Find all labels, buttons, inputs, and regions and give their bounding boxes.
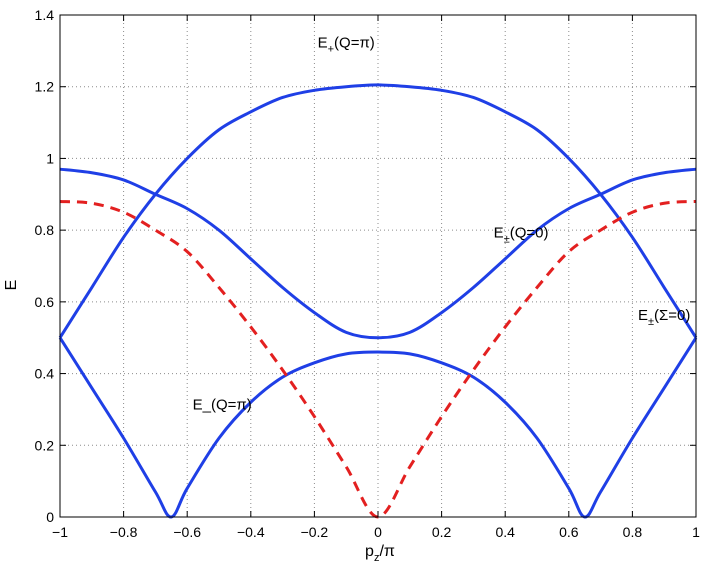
annotation-tail: _(Q=π) <box>202 396 252 413</box>
annotation-main: E <box>193 396 203 413</box>
series-annotation: E_(Q=π) <box>193 396 252 413</box>
y-tick-label: 0.8 <box>35 222 55 238</box>
y-tick-label: 1 <box>46 150 54 166</box>
x-tick-label: −0.8 <box>110 524 138 540</box>
annotation-sub: + <box>328 43 334 55</box>
axis-ticks: −1 −0.8 −0.6 −0.4 −0.2 0 0.2 0.4 0.6 0.8 1 0 0.2 0.4 0… <box>35 7 701 540</box>
x-tick-label: 0 <box>374 524 382 540</box>
x-tick-label: −1 <box>52 524 68 540</box>
series-group <box>58 83 698 519</box>
annotation-sub: ± <box>504 233 510 245</box>
annotation-main: E <box>638 307 648 324</box>
y-tick-label: 0.6 <box>35 294 55 310</box>
x-tick-label: 0.8 <box>623 524 643 540</box>
series-annotations: E+(Q=π)E±(Q=0)E±(Σ=0)E_(Q=π) <box>193 34 691 413</box>
annotation-main: E <box>318 34 328 51</box>
x-tick-label: 1 <box>692 524 700 540</box>
x-axis-label: pz/π <box>365 543 395 564</box>
x-axis-label-sub: z <box>374 552 380 564</box>
x-tick-label: 0.6 <box>559 524 579 540</box>
annotation-sub: ± <box>648 316 654 328</box>
y-tick-label: 1.4 <box>35 7 55 23</box>
series-annotation: E±(Σ=0) <box>638 307 690 328</box>
annotation-main: E <box>494 224 504 241</box>
series-line-1 <box>59 167 697 340</box>
series-annotation: E+(Q=π) <box>318 34 375 55</box>
series-line-2 <box>58 336 698 519</box>
annotation-tail: (Q=π) <box>334 34 375 51</box>
x-tick-label: 0.4 <box>495 524 515 540</box>
x-tick-label: −0.6 <box>173 524 201 540</box>
x-axis-label-main: p <box>365 543 374 560</box>
annotation-tail: (Σ=0) <box>654 307 690 324</box>
y-tick-label: 1.2 <box>35 79 55 95</box>
grid-lines <box>60 15 696 517</box>
x-tick-label: 0.2 <box>432 524 452 540</box>
x-axis-label-tail: /π <box>379 543 394 560</box>
series-annotation: E±(Q=0) <box>494 224 549 245</box>
annotation-tail: (Q=0) <box>510 224 549 241</box>
series-line-0 <box>58 83 698 339</box>
y-tick-label: 0.2 <box>35 437 55 453</box>
x-tick-label: −0.4 <box>237 524 265 540</box>
plot-frame <box>59 14 697 518</box>
y-tick-label: 0.4 <box>35 366 55 382</box>
y-axis-label: E <box>3 280 20 291</box>
y-tick-label: 0 <box>46 509 54 525</box>
x-tick-label: −0.2 <box>301 524 329 540</box>
